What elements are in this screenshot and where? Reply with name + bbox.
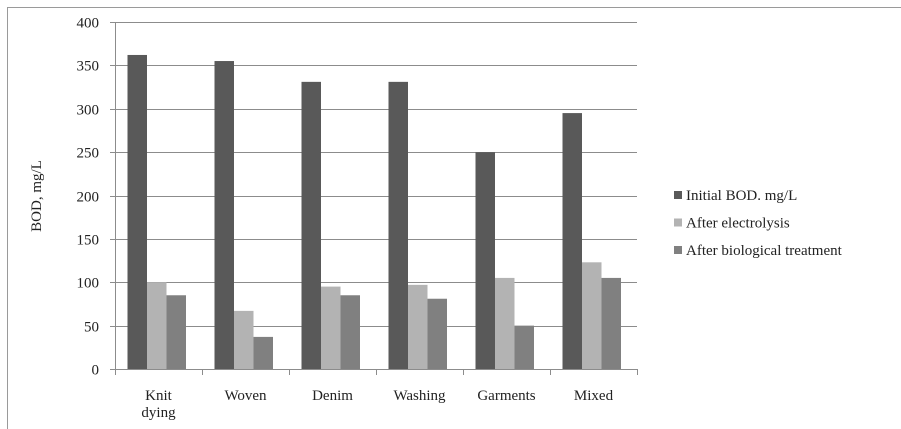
x-tick-label: Garments	[477, 388, 535, 404]
y-tick-labels: 0 50 100 150 200 250 300 350 400	[77, 16, 100, 379]
bar-1-4	[388, 81, 408, 370]
y-tick-label: 300	[77, 103, 100, 119]
legend-swatch	[674, 191, 682, 199]
bar-2-6	[582, 262, 602, 369]
bar-1-2	[214, 61, 234, 369]
legend-label: After biological treatment	[686, 243, 843, 259]
legend-swatch	[674, 218, 682, 227]
bar-2-5	[495, 277, 515, 369]
bars	[127, 54, 621, 370]
x-tick-label: Mixed	[574, 388, 614, 404]
y-tick-label: 350	[77, 59, 100, 75]
y-tick-label: 50	[84, 320, 99, 336]
y-tick-label: 150	[77, 233, 100, 249]
bar-2-2	[234, 310, 254, 369]
y-tick-label: 100	[77, 276, 100, 292]
x-tick-label: Denim	[312, 388, 353, 404]
bar-2-3	[321, 286, 341, 369]
legend-swatch	[674, 246, 682, 254]
bar-1-6	[562, 113, 582, 370]
y-tick-label: 400	[77, 16, 100, 32]
y-axis-title: BOD, mg/L	[29, 160, 45, 232]
bar-3-1	[166, 295, 186, 369]
legend-label: Initial BOD. mg/L	[686, 188, 797, 204]
gridlines	[115, 22, 637, 327]
bar-2-1	[147, 282, 167, 369]
x-tick-label: Woven	[224, 388, 267, 404]
x-tick-label: dying	[141, 405, 176, 421]
legend-label: After electrolysis	[686, 216, 790, 232]
bar-3-6	[601, 277, 621, 369]
bar-1-3	[301, 81, 321, 370]
x-tick-label: Knit	[145, 388, 173, 404]
axes	[110, 22, 638, 375]
bar-1-1	[127, 54, 147, 370]
bar-3-3	[340, 295, 360, 369]
bar-3-5	[514, 325, 534, 369]
y-tick-label: 0	[92, 363, 100, 379]
chart-border	[7, 7, 901, 429]
x-tick-label: Washing	[393, 388, 446, 404]
bar-3-4	[427, 298, 447, 369]
bar-2-4	[408, 284, 428, 369]
y-tick-label: 200	[77, 190, 100, 206]
bar-1-5	[475, 152, 495, 369]
legend: Initial BOD. mg/L After electrolysis After…	[674, 188, 843, 259]
bar-3-2	[253, 336, 273, 369]
y-tick-label: 250	[77, 146, 100, 162]
